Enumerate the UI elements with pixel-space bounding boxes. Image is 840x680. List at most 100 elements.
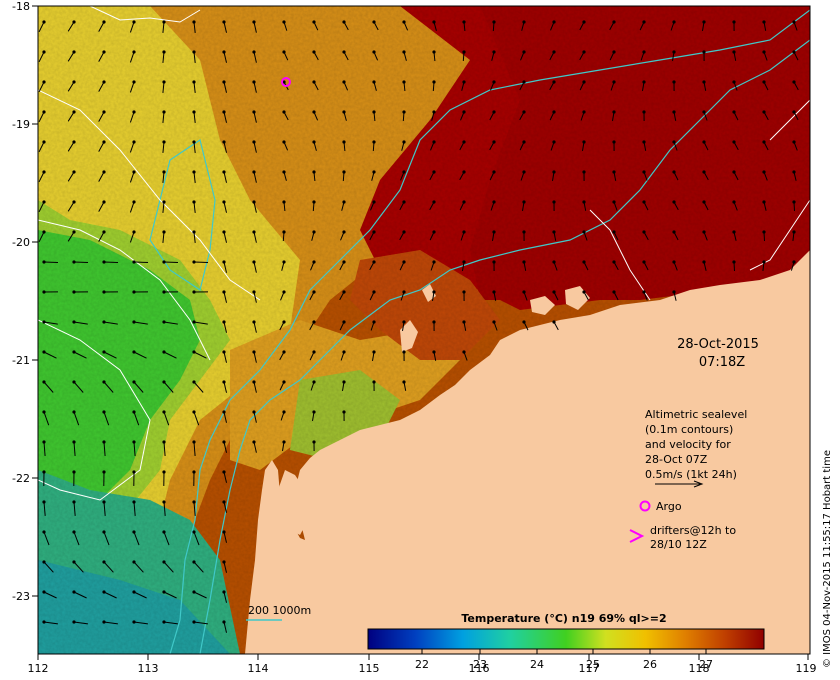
velocity-arrow-origin bbox=[642, 20, 646, 24]
velocity-arrow-origin bbox=[312, 380, 316, 384]
velocity-arrow bbox=[73, 621, 88, 625]
velocity-arrow-origin bbox=[42, 20, 46, 24]
velocity-arrow-origin bbox=[492, 110, 496, 114]
velocity-arrow-origin bbox=[372, 20, 376, 24]
velocity-arrow-origin bbox=[372, 80, 376, 84]
velocity-arrow-origin bbox=[732, 200, 736, 204]
velocity-arrow-origin bbox=[312, 50, 316, 54]
velocity-arrow-origin bbox=[762, 50, 766, 54]
velocity-arrow-origin bbox=[42, 380, 46, 384]
velocity-arrow bbox=[103, 441, 106, 457]
velocity-arrow-origin bbox=[42, 410, 46, 414]
velocity-arrow bbox=[43, 441, 46, 457]
velocity-arrow-origin bbox=[42, 230, 46, 234]
velocity-arrow bbox=[67, 81, 75, 92]
velocity-arrow-origin bbox=[192, 230, 196, 234]
velocity-arrow-origin bbox=[162, 470, 166, 474]
velocity-arrow-origin bbox=[252, 440, 256, 444]
velocity-arrow-origin bbox=[252, 380, 256, 384]
velocity-arrow-origin bbox=[762, 200, 766, 204]
velocity-arrow bbox=[193, 321, 208, 325]
velocity-arrow-origin bbox=[492, 80, 496, 84]
velocity-arrow bbox=[133, 261, 149, 263]
velocity-arrow-origin bbox=[222, 290, 226, 294]
velocity-arrow bbox=[133, 621, 148, 625]
velocity-arrow-origin bbox=[672, 110, 676, 114]
velocity-arrow bbox=[73, 591, 87, 599]
velocity-arrow-origin bbox=[432, 80, 436, 84]
velocity-arrow-origin bbox=[192, 530, 196, 534]
argo-legend-label: Argo bbox=[656, 500, 682, 513]
velocity-arrow-origin bbox=[702, 140, 706, 144]
velocity-arrow bbox=[253, 381, 257, 393]
sealevel-contour-1 bbox=[38, 89, 261, 301]
velocity-arrow bbox=[103, 411, 110, 426]
y-tick-minus22: -22 bbox=[12, 472, 30, 485]
velocity-arrow bbox=[253, 411, 257, 423]
drifters-legend-line-1: drifters@12h to bbox=[650, 524, 736, 537]
velocity-arrow-origin bbox=[432, 140, 436, 144]
velocity-arrow-origin bbox=[72, 20, 76, 24]
velocity-arrow-origin bbox=[312, 20, 316, 24]
velocity-arrow-origin bbox=[72, 350, 76, 354]
velocity-arrow-origin bbox=[282, 410, 286, 414]
legend-line-4: 28-Oct 07Z bbox=[645, 453, 708, 466]
velocity-arrow bbox=[38, 111, 45, 123]
land-australia bbox=[245, 250, 810, 654]
velocity-arrow-origin bbox=[252, 410, 256, 414]
velocity-arrow-origin bbox=[192, 470, 196, 474]
velocity-arrow-origin bbox=[792, 80, 796, 84]
velocity-arrow-origin bbox=[252, 290, 256, 294]
velocity-arrow bbox=[223, 411, 227, 423]
velocity-arrow-origin bbox=[492, 290, 496, 294]
velocity-arrow-origin bbox=[282, 380, 286, 384]
velocity-arrow-origin bbox=[522, 80, 526, 84]
velocity-arrow-origin bbox=[72, 170, 76, 174]
velocity-arrow bbox=[73, 501, 76, 516]
velocity-arrow-origin bbox=[162, 380, 166, 384]
velocity-arrow-origin bbox=[342, 140, 346, 144]
velocity-arrow bbox=[193, 441, 196, 457]
velocity-arrow-origin bbox=[102, 140, 106, 144]
velocity-arrow-origin bbox=[222, 230, 226, 234]
velocity-arrow bbox=[163, 501, 166, 516]
sealevel-contour-4 bbox=[89, 6, 201, 23]
velocity-arrow-origin bbox=[222, 530, 226, 534]
velocity-arrow bbox=[223, 111, 227, 123]
velocity-arrow bbox=[162, 111, 165, 123]
velocity-arrow-origin bbox=[192, 140, 196, 144]
velocity-arrow-origin bbox=[612, 110, 616, 114]
velocity-arrow-origin bbox=[102, 620, 106, 624]
velocity-arrow-origin bbox=[162, 560, 166, 564]
velocity-arrow-origin bbox=[342, 50, 346, 54]
velocity-arrow-origin bbox=[132, 470, 136, 474]
velocity-arrow-origin bbox=[792, 110, 796, 114]
velocity-arrow-origin bbox=[192, 170, 196, 174]
velocity-arrow-origin bbox=[702, 230, 706, 234]
velocity-arrow-origin bbox=[192, 350, 196, 354]
velocity-arrow-origin bbox=[102, 440, 106, 444]
velocity-arrow-origin bbox=[42, 200, 46, 204]
velocity-arrow-origin bbox=[552, 260, 556, 264]
velocity-arrow-origin bbox=[372, 140, 376, 144]
velocity-arrow-origin bbox=[72, 380, 76, 384]
velocity-arrow-origin bbox=[282, 170, 286, 174]
velocity-arrow-origin bbox=[282, 320, 286, 324]
argo-float-marker bbox=[281, 77, 291, 87]
velocity-arrow bbox=[133, 441, 136, 457]
velocity-arrow-origin bbox=[42, 470, 46, 474]
velocity-arrow-origin bbox=[222, 500, 226, 504]
sealevel-contour-5 bbox=[589, 209, 651, 301]
velocity-arrow-origin bbox=[132, 530, 136, 534]
velocity-arrow-origin bbox=[222, 200, 226, 204]
bathymetry-label: 200 1000m bbox=[248, 604, 311, 617]
velocity-arrow-origin bbox=[462, 320, 466, 324]
velocity-arrow-origin bbox=[72, 620, 76, 624]
velocity-arrow-origin bbox=[102, 380, 106, 384]
velocity-arrow bbox=[253, 261, 257, 273]
velocity-arrow-origin bbox=[162, 170, 166, 174]
argo-legend-icon bbox=[639, 500, 651, 512]
velocity-arrow-origin bbox=[492, 170, 496, 174]
velocity-arrow-origin bbox=[612, 260, 616, 264]
velocity-arrow-origin bbox=[312, 350, 316, 354]
